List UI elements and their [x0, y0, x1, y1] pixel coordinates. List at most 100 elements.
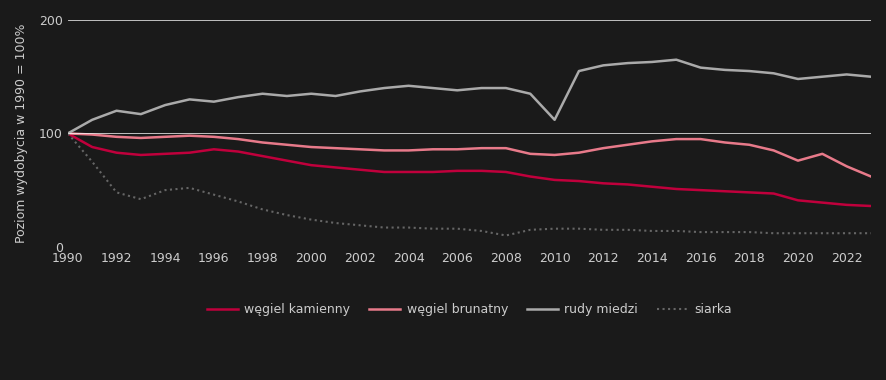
- rudy miedzi: [622, 61, 633, 65]
- węgiel brunatny: [744, 142, 755, 147]
- rudy miedzi: [428, 86, 439, 90]
- węgiel brunatny: [354, 147, 365, 152]
- rudy miedzi: [403, 84, 414, 88]
- siarka: [233, 199, 244, 204]
- siarka: [501, 233, 511, 238]
- węgiel kamienny: [573, 179, 584, 183]
- węgiel kamienny: [233, 149, 244, 154]
- rudy miedzi: [159, 103, 170, 107]
- rudy miedzi: [598, 63, 609, 68]
- węgiel kamienny: [622, 182, 633, 187]
- siarka: [744, 230, 755, 234]
- węgiel kamienny: [379, 170, 390, 174]
- rudy miedzi: [768, 71, 779, 76]
- rudy miedzi: [208, 100, 219, 104]
- rudy miedzi: [501, 86, 511, 90]
- rudy miedzi: [696, 65, 706, 70]
- rudy miedzi: [306, 92, 316, 96]
- węgiel kamienny: [257, 154, 268, 158]
- węgiel brunatny: [573, 150, 584, 155]
- rudy miedzi: [233, 95, 244, 100]
- węgiel kamienny: [403, 170, 414, 174]
- siarka: [793, 231, 804, 236]
- Legend: węgiel kamienny, węgiel brunatny, rudy miedzi, siarka: węgiel kamienny, węgiel brunatny, rudy m…: [202, 298, 737, 321]
- Line: węgiel brunatny: węgiel brunatny: [68, 133, 871, 177]
- węgiel kamienny: [354, 168, 365, 172]
- węgiel brunatny: [817, 152, 828, 156]
- Y-axis label: Poziom wydobycia w 1990 = 100%: Poziom wydobycia w 1990 = 100%: [15, 24, 28, 243]
- rudy miedzi: [719, 68, 730, 72]
- siarka: [477, 229, 487, 233]
- węgiel brunatny: [63, 131, 74, 136]
- siarka: [208, 192, 219, 197]
- węgiel brunatny: [136, 136, 146, 140]
- siarka: [525, 228, 535, 232]
- węgiel brunatny: [428, 147, 439, 152]
- siarka: [768, 231, 779, 236]
- siarka: [306, 217, 316, 222]
- rudy miedzi: [647, 60, 657, 64]
- rudy miedzi: [282, 94, 292, 98]
- rudy miedzi: [866, 74, 876, 79]
- siarka: [184, 185, 195, 190]
- rudy miedzi: [354, 89, 365, 94]
- węgiel brunatny: [379, 148, 390, 153]
- węgiel brunatny: [233, 137, 244, 141]
- rudy miedzi: [477, 86, 487, 90]
- siarka: [719, 230, 730, 234]
- węgiel kamienny: [477, 169, 487, 173]
- węgiel kamienny: [866, 204, 876, 208]
- węgiel kamienny: [549, 177, 560, 182]
- węgiel brunatny: [842, 164, 852, 169]
- węgiel kamienny: [696, 188, 706, 192]
- rudy miedzi: [793, 77, 804, 81]
- siarka: [63, 131, 74, 136]
- węgiel kamienny: [87, 145, 97, 149]
- rudy miedzi: [184, 97, 195, 102]
- rudy miedzi: [330, 94, 341, 98]
- siarka: [330, 221, 341, 225]
- siarka: [112, 190, 122, 195]
- węgiel kamienny: [525, 174, 535, 179]
- węgiel kamienny: [671, 187, 681, 191]
- siarka: [842, 231, 852, 236]
- siarka: [866, 231, 876, 236]
- węgiel kamienny: [184, 150, 195, 155]
- węgiel brunatny: [647, 139, 657, 144]
- Line: węgiel kamienny: węgiel kamienny: [68, 133, 871, 206]
- rudy miedzi: [549, 117, 560, 122]
- rudy miedzi: [817, 74, 828, 79]
- siarka: [573, 226, 584, 231]
- węgiel brunatny: [696, 137, 706, 141]
- węgiel brunatny: [671, 137, 681, 141]
- siarka: [647, 229, 657, 233]
- rudy miedzi: [112, 108, 122, 113]
- węgiel brunatny: [87, 132, 97, 137]
- węgiel kamienny: [306, 163, 316, 168]
- węgiel kamienny: [647, 184, 657, 189]
- węgiel brunatny: [549, 153, 560, 157]
- węgiel kamienny: [768, 191, 779, 196]
- węgiel kamienny: [282, 158, 292, 163]
- węgiel brunatny: [622, 142, 633, 147]
- węgiel kamienny: [136, 153, 146, 157]
- węgiel brunatny: [598, 146, 609, 150]
- węgiel brunatny: [208, 135, 219, 139]
- rudy miedzi: [87, 117, 97, 122]
- siarka: [87, 160, 97, 164]
- siarka: [598, 228, 609, 232]
- węgiel kamienny: [744, 190, 755, 195]
- węgiel kamienny: [817, 200, 828, 205]
- węgiel kamienny: [452, 169, 462, 173]
- węgiel kamienny: [793, 198, 804, 203]
- rudy miedzi: [842, 72, 852, 77]
- rudy miedzi: [257, 92, 268, 96]
- węgiel brunatny: [525, 152, 535, 156]
- węgiel brunatny: [403, 148, 414, 153]
- węgiel brunatny: [159, 135, 170, 139]
- węgiel kamienny: [428, 170, 439, 174]
- siarka: [354, 223, 365, 228]
- węgiel brunatny: [257, 140, 268, 145]
- rudy miedzi: [525, 92, 535, 96]
- siarka: [671, 229, 681, 233]
